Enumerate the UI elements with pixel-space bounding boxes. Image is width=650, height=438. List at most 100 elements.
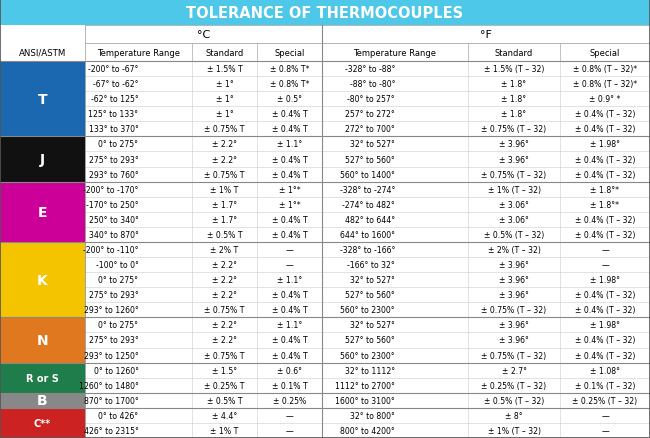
- Text: R or S: R or S: [26, 373, 59, 383]
- Text: ± 0.4% (T – 32): ± 0.4% (T – 32): [575, 170, 635, 179]
- Text: Special: Special: [274, 48, 305, 57]
- Text: —: —: [601, 261, 609, 269]
- Text: ± 1.1°: ± 1.1°: [277, 276, 302, 285]
- Bar: [85, 423, 650, 438]
- Text: -80° to 257°: -80° to 257°: [347, 95, 395, 104]
- Text: ± 0.75% T: ± 0.75% T: [204, 125, 245, 134]
- Text: —: —: [601, 411, 609, 420]
- Text: ± 0.5% (T – 32): ± 0.5% (T – 32): [484, 230, 544, 240]
- Bar: [85, 62, 650, 77]
- Text: -170° to 250°: -170° to 250°: [86, 200, 138, 209]
- Text: ± 2.2°: ± 2.2°: [212, 276, 237, 285]
- Text: 800° to 4200°: 800° to 4200°: [340, 426, 395, 435]
- Text: ± 3.96°: ± 3.96°: [499, 261, 529, 269]
- Text: ± 0.25% (T – 32): ± 0.25% (T – 32): [573, 396, 638, 405]
- Text: ± 1% T: ± 1% T: [211, 426, 239, 435]
- Text: -166° to 32°: -166° to 32°: [347, 261, 395, 269]
- Bar: [85, 378, 650, 393]
- Text: —: —: [285, 426, 293, 435]
- Text: ± 0.4% (T – 32): ± 0.4% (T – 32): [575, 290, 635, 300]
- Text: 1600° to 3100°: 1600° to 3100°: [335, 396, 395, 405]
- Text: ± 0.25% (T – 32): ± 0.25% (T – 32): [482, 381, 547, 390]
- Text: 560° to 1400°: 560° to 1400°: [340, 170, 395, 179]
- Text: 32° to 527°: 32° to 527°: [350, 140, 395, 149]
- Text: 644° to 1600°: 644° to 1600°: [340, 230, 395, 240]
- Text: ± 2.2°: ± 2.2°: [212, 290, 237, 300]
- Text: ANSI/ASTM: ANSI/ASTM: [19, 48, 66, 57]
- Text: ± 3.96°: ± 3.96°: [499, 140, 529, 149]
- Text: -328° to -274°: -328° to -274°: [339, 185, 395, 194]
- Text: 0° to 275°: 0° to 275°: [99, 321, 138, 330]
- Text: ± 4.4°: ± 4.4°: [212, 411, 237, 420]
- Text: 527° to 560°: 527° to 560°: [345, 290, 395, 300]
- Text: ± 1.8°*: ± 1.8°*: [590, 185, 619, 194]
- Text: ± 0.4% (T – 32): ± 0.4% (T – 32): [575, 215, 635, 224]
- Text: K: K: [37, 273, 48, 287]
- Text: ± 3.06°: ± 3.06°: [499, 200, 529, 209]
- Text: 0° to 275°: 0° to 275°: [99, 276, 138, 285]
- Text: ± 0.4% T: ± 0.4% T: [272, 290, 307, 300]
- Text: ± 1.08°: ± 1.08°: [590, 366, 620, 375]
- Text: 32° to 527°: 32° to 527°: [350, 276, 395, 285]
- Text: ± 1.8°: ± 1.8°: [501, 110, 526, 119]
- Text: —: —: [601, 245, 609, 254]
- Text: ± 0.75% T: ± 0.75% T: [204, 351, 245, 360]
- Bar: [85, 182, 650, 197]
- Text: 32° to 527°: 32° to 527°: [350, 321, 395, 330]
- Text: 250° to 340°: 250° to 340°: [88, 215, 138, 224]
- Bar: [0, 363, 85, 393]
- Text: —: —: [285, 411, 293, 420]
- Text: ± 1°: ± 1°: [216, 80, 233, 89]
- Text: ± 1.1°: ± 1.1°: [277, 321, 302, 330]
- Text: 257° to 272°: 257° to 272°: [345, 110, 395, 119]
- Text: ± 0.4% T: ± 0.4% T: [272, 215, 307, 224]
- Bar: [0, 393, 85, 408]
- Text: ± 0.8% T*: ± 0.8% T*: [270, 65, 309, 74]
- Text: ± 2.2°: ± 2.2°: [212, 140, 237, 149]
- Bar: [0, 137, 85, 182]
- Text: ± 3.96°: ± 3.96°: [499, 290, 529, 300]
- Text: 125° to 133°: 125° to 133°: [88, 110, 138, 119]
- Text: ± 0.9° *: ± 0.9° *: [590, 95, 621, 104]
- Text: 0° to 1260°: 0° to 1260°: [94, 366, 138, 375]
- Bar: [0, 62, 85, 137]
- Text: ± 3.96°: ± 3.96°: [499, 276, 529, 285]
- Text: 870° to 1700°: 870° to 1700°: [84, 396, 138, 405]
- Text: ± 2.2°: ± 2.2°: [212, 336, 237, 345]
- Text: 32° to 800°: 32° to 800°: [350, 411, 395, 420]
- Text: ± 3.96°: ± 3.96°: [499, 155, 529, 164]
- Text: ± 0.4% T: ± 0.4% T: [272, 306, 307, 314]
- Bar: [85, 272, 650, 287]
- Text: 272° to 700°: 272° to 700°: [345, 125, 395, 134]
- Text: ± 1.98°: ± 1.98°: [590, 321, 620, 330]
- Text: ± 1°*: ± 1°*: [279, 185, 300, 194]
- Text: ± 1.8°: ± 1.8°: [501, 95, 526, 104]
- Text: ± 0.75% T: ± 0.75% T: [204, 306, 245, 314]
- Text: ± 0.4% T: ± 0.4% T: [272, 336, 307, 345]
- Text: ± 0.4% (T – 32): ± 0.4% (T – 32): [575, 336, 635, 345]
- Text: ± 0.4% (T – 32): ± 0.4% (T – 32): [575, 125, 635, 134]
- Text: 482° to 644°: 482° to 644°: [345, 215, 395, 224]
- Text: T: T: [38, 92, 47, 106]
- Bar: [85, 212, 650, 227]
- Text: ± 0.5°: ± 0.5°: [277, 95, 302, 104]
- Text: E: E: [38, 205, 47, 219]
- Text: TOLERANCE OF THERMOCOUPLES: TOLERANCE OF THERMOCOUPLES: [187, 6, 463, 21]
- Text: 293° to 1260°: 293° to 1260°: [84, 306, 138, 314]
- Text: Standard: Standard: [495, 48, 533, 57]
- Text: ± 0.8% (T – 32)*: ± 0.8% (T – 32)*: [573, 65, 637, 74]
- Bar: [85, 258, 650, 272]
- Text: —: —: [285, 261, 293, 269]
- Text: ± 0.4% (T – 32): ± 0.4% (T – 32): [575, 155, 635, 164]
- Text: ± 2.2°: ± 2.2°: [212, 321, 237, 330]
- Text: ± 0.4% T: ± 0.4% T: [272, 125, 307, 134]
- Text: ± 0.5% T: ± 0.5% T: [207, 230, 242, 240]
- Text: 560° to 2300°: 560° to 2300°: [341, 351, 395, 360]
- Text: ± 0.6°: ± 0.6°: [277, 366, 302, 375]
- Text: 293° to 760°: 293° to 760°: [89, 170, 138, 179]
- Text: 32° to 1112°: 32° to 1112°: [345, 366, 395, 375]
- Bar: [85, 303, 650, 318]
- Bar: [85, 318, 650, 333]
- Text: ± 2.7°: ± 2.7°: [502, 366, 526, 375]
- Text: -274° to 482°: -274° to 482°: [343, 200, 395, 209]
